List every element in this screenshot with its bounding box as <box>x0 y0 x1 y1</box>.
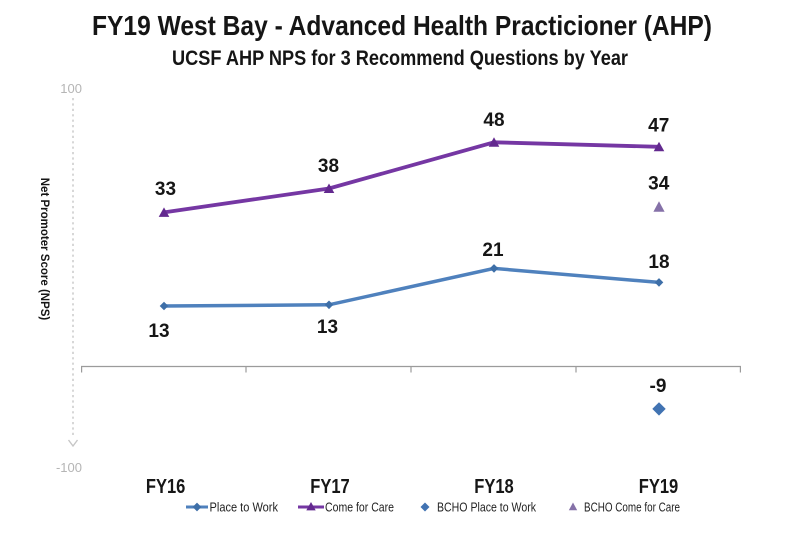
svg-text:FY19 West Bay - Advanced Healt: FY19 West Bay - Advanced Health Practici… <box>92 10 712 41</box>
svg-text:FY18: FY18 <box>474 475 514 498</box>
svg-text:100: 100 <box>60 81 82 96</box>
svg-text:21: 21 <box>482 240 504 261</box>
svg-text:BCHO Place to Work: BCHO Place to Work <box>437 500 536 515</box>
svg-text:Come for Care: Come for Care <box>325 500 394 515</box>
svg-text:FY19: FY19 <box>639 475 679 498</box>
svg-text:Net Promoter Score (NPS): Net Promoter Score (NPS) <box>38 178 50 321</box>
svg-text:47: 47 <box>648 116 669 137</box>
svg-text:13: 13 <box>317 317 338 338</box>
svg-text:38: 38 <box>318 156 339 177</box>
svg-text:-100: -100 <box>56 460 82 475</box>
svg-text:UCSF AHP NPS for 3 Recommend Q: UCSF AHP NPS for 3 Recommend Questions b… <box>172 47 628 70</box>
svg-text:18: 18 <box>648 252 669 273</box>
svg-text:48: 48 <box>483 110 504 131</box>
svg-text:Place to Work: Place to Work <box>210 500 279 515</box>
svg-text:FY17: FY17 <box>310 475 350 498</box>
svg-text:33: 33 <box>155 179 176 200</box>
svg-text:FY16: FY16 <box>146 475 186 498</box>
svg-text:34: 34 <box>648 174 670 195</box>
svg-text:13: 13 <box>148 321 169 342</box>
svg-text:-9: -9 <box>650 376 667 397</box>
svg-text:BCHO Come for Care: BCHO Come for Care <box>584 500 680 515</box>
